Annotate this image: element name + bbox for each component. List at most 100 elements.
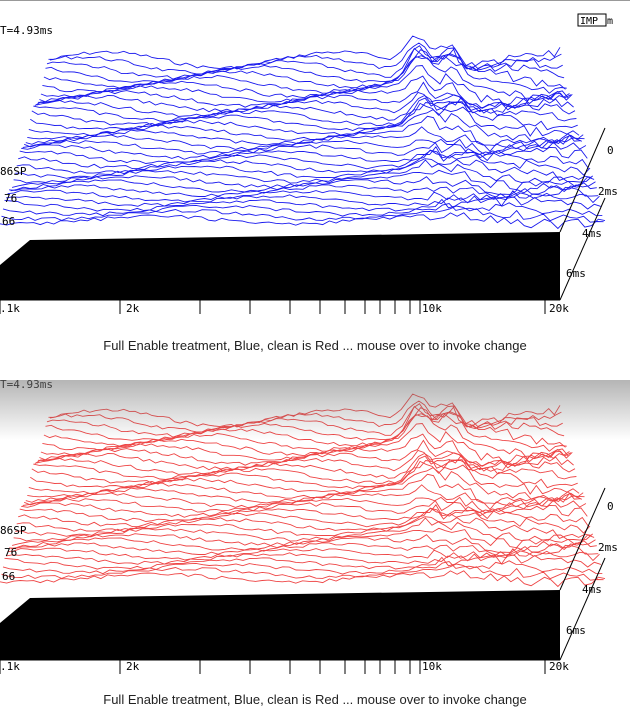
- waterfall-trace: [46, 403, 563, 438]
- waterfall-trace: [6, 550, 600, 565]
- time-readout: T=4.93ms: [0, 378, 53, 391]
- waterfall-trace: [31, 454, 577, 485]
- waterfall-trace: [24, 126, 584, 153]
- waterfall-trace: [2, 202, 603, 217]
- x-tick-label-1: 2k: [126, 302, 140, 315]
- caption-treated: Full Enable treatment, Blue, clean is Re…: [103, 338, 527, 353]
- waterfall-trace: [7, 544, 599, 561]
- depth-axis-line: [559, 197, 606, 301]
- x-tick-label-1: 2k: [126, 660, 140, 673]
- time-readout: T=4.93ms: [0, 24, 53, 37]
- waterfall-plot-clean[interactable]: T=4.93ms 86SP 76 66 0 2ms 4ms 6ms .1k 2k…: [0, 378, 630, 678]
- right-tick-2: 4ms: [582, 227, 602, 240]
- waterfall-trace: [11, 169, 595, 191]
- waterfall-trace: [24, 484, 584, 511]
- waterfall-trace: [48, 42, 562, 75]
- waterfall-trace: [18, 506, 589, 528]
- waterfall-trace: [19, 504, 588, 522]
- x-tick-label-0: .1k: [0, 302, 20, 315]
- right-tick-3: 6ms: [566, 267, 586, 280]
- waterfall-trace: [48, 400, 562, 433]
- waterfall-trace: [22, 137, 585, 155]
- left-label-2: 66: [2, 215, 15, 228]
- waterfall-trace: [37, 75, 572, 109]
- left-label-0: 86SP: [0, 524, 27, 537]
- floor-shadow: [0, 590, 560, 660]
- waterfall-chart-clean: T=4.93ms 86SP 76 66 0 2ms 4ms 6ms .1k 2k…: [0, 378, 618, 674]
- right-tick-2: 4ms: [582, 583, 602, 596]
- waterfall-trace: [28, 102, 580, 137]
- waterfall-trace: [2, 560, 603, 575]
- left-label-1: 76: [4, 192, 17, 205]
- waterfall-trace: [39, 65, 570, 106]
- waterfall-trace: [13, 517, 593, 542]
- waterfall-trace: [36, 439, 573, 471]
- waterfall-plot-treated[interactable]: T=4.93ms IMP m 86SP 76 66 0 2ms 4ms 6ms …: [0, 0, 630, 320]
- waterfall-trace: [16, 149, 591, 176]
- waterfall-trace: [30, 101, 578, 131]
- waterfall-trace: [15, 516, 592, 539]
- waterfall-trace: [40, 55, 569, 102]
- waterfall-trace: [30, 459, 578, 489]
- right-tick-1: 2ms: [598, 185, 618, 198]
- waterfall-chart-treated: T=4.93ms IMP m 86SP 76 66 0 2ms 4ms 6ms …: [0, 0, 630, 315]
- waterfall-trace: [45, 405, 565, 442]
- waterfall-trace: [9, 540, 597, 557]
- waterfall-trace: [21, 499, 587, 518]
- imp-badge[interactable]: IMP: [580, 16, 598, 27]
- waterfall-trace: [15, 158, 592, 181]
- x-tick-label-3: 20k: [549, 302, 569, 315]
- left-label-0: 86SP: [0, 165, 27, 178]
- waterfall-trace: [31, 96, 577, 127]
- waterfall-trace: [19, 146, 588, 164]
- waterfall-trace: [39, 423, 570, 464]
- waterfall-trace: [42, 55, 567, 94]
- waterfall-traces: [0, 35, 606, 230]
- right-tick-0: 0: [607, 500, 614, 513]
- left-label-1: 76: [4, 546, 17, 559]
- waterfall-trace: [6, 192, 600, 207]
- waterfall-trace: [22, 495, 585, 513]
- waterfall-trace: [46, 45, 563, 80]
- x-tick-label-0: .1k: [0, 660, 20, 673]
- waterfall-trace: [0, 212, 606, 230]
- waterfall-trace: [9, 182, 597, 199]
- waterfall-trace: [40, 413, 569, 460]
- right-depth-axis: [559, 127, 606, 233]
- imp-badge-box[interactable]: [577, 13, 607, 27]
- right-tick-1: 2ms: [598, 541, 618, 554]
- waterfall-trace: [27, 109, 581, 144]
- waterfall-trace: [13, 159, 593, 184]
- waterfall-trace: [49, 35, 561, 71]
- waterfall-traces: [0, 393, 606, 588]
- waterfall-trace: [10, 534, 596, 553]
- waterfall-trace: [16, 507, 591, 534]
- x-tick-label-2: 10k: [422, 660, 442, 673]
- caption-clean: Full Enable treatment, Blue, clean is Re…: [103, 692, 527, 707]
- waterfall-trace: [1, 563, 604, 581]
- waterfall-trace: [0, 570, 606, 588]
- waterfall-trace: [25, 473, 582, 504]
- waterfall-trace: [37, 433, 572, 467]
- right-tick-0: 0: [607, 144, 614, 157]
- waterfall-trace: [36, 81, 573, 113]
- waterfall-trace: [7, 186, 599, 203]
- waterfall-trace: [34, 91, 574, 117]
- left-label-2: 66: [2, 570, 15, 583]
- floor-shadow: [0, 232, 560, 300]
- right-depth-axis: [559, 487, 606, 591]
- x-tick-label-3: 20k: [549, 660, 569, 673]
- waterfall-trace: [27, 467, 581, 502]
- waterfall-trace: [21, 141, 587, 160]
- waterfall-trace: [45, 47, 565, 84]
- waterfall-trace: [25, 115, 582, 146]
- waterfall-trace: [18, 148, 589, 170]
- imp-badge-suffix: m: [607, 16, 613, 27]
- waterfall-trace: [28, 460, 580, 495]
- waterfall-trace: [1, 205, 604, 223]
- depth-axis-line: [559, 557, 606, 661]
- x-tick-label-2: 10k: [422, 302, 442, 315]
- x-axis-ticks: [0, 300, 546, 314]
- right-tick-3: 6ms: [566, 624, 586, 637]
- waterfall-trace: [34, 449, 574, 475]
